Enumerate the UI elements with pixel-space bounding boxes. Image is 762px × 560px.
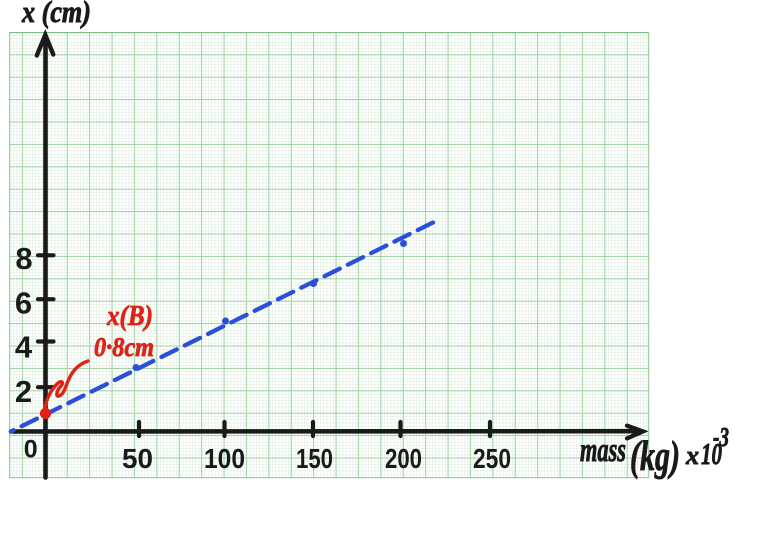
svg-text:4: 4 (15, 330, 33, 365)
svg-text:200: 200 (385, 443, 422, 474)
svg-text:-3: -3 (713, 422, 729, 452)
svg-text:x (cm): x (cm) (21, 0, 91, 29)
svg-text:150: 150 (296, 443, 333, 474)
svg-text:(kg): (kg) (630, 434, 680, 480)
svg-text:0: 0 (24, 436, 38, 464)
svg-text:100: 100 (204, 443, 245, 474)
svg-text:250: 250 (473, 443, 511, 474)
svg-text:mass: mass (580, 432, 626, 469)
svg-text:2: 2 (15, 374, 32, 409)
svg-text:50: 50 (122, 443, 153, 474)
svg-text:0·8cm: 0·8cm (94, 332, 154, 362)
svg-text:6: 6 (15, 286, 32, 321)
svg-text:x(B): x(B) (106, 301, 153, 332)
svg-text:10: 10 (701, 436, 722, 471)
svg-text:x: x (685, 441, 699, 470)
svg-text:8: 8 (15, 241, 32, 276)
